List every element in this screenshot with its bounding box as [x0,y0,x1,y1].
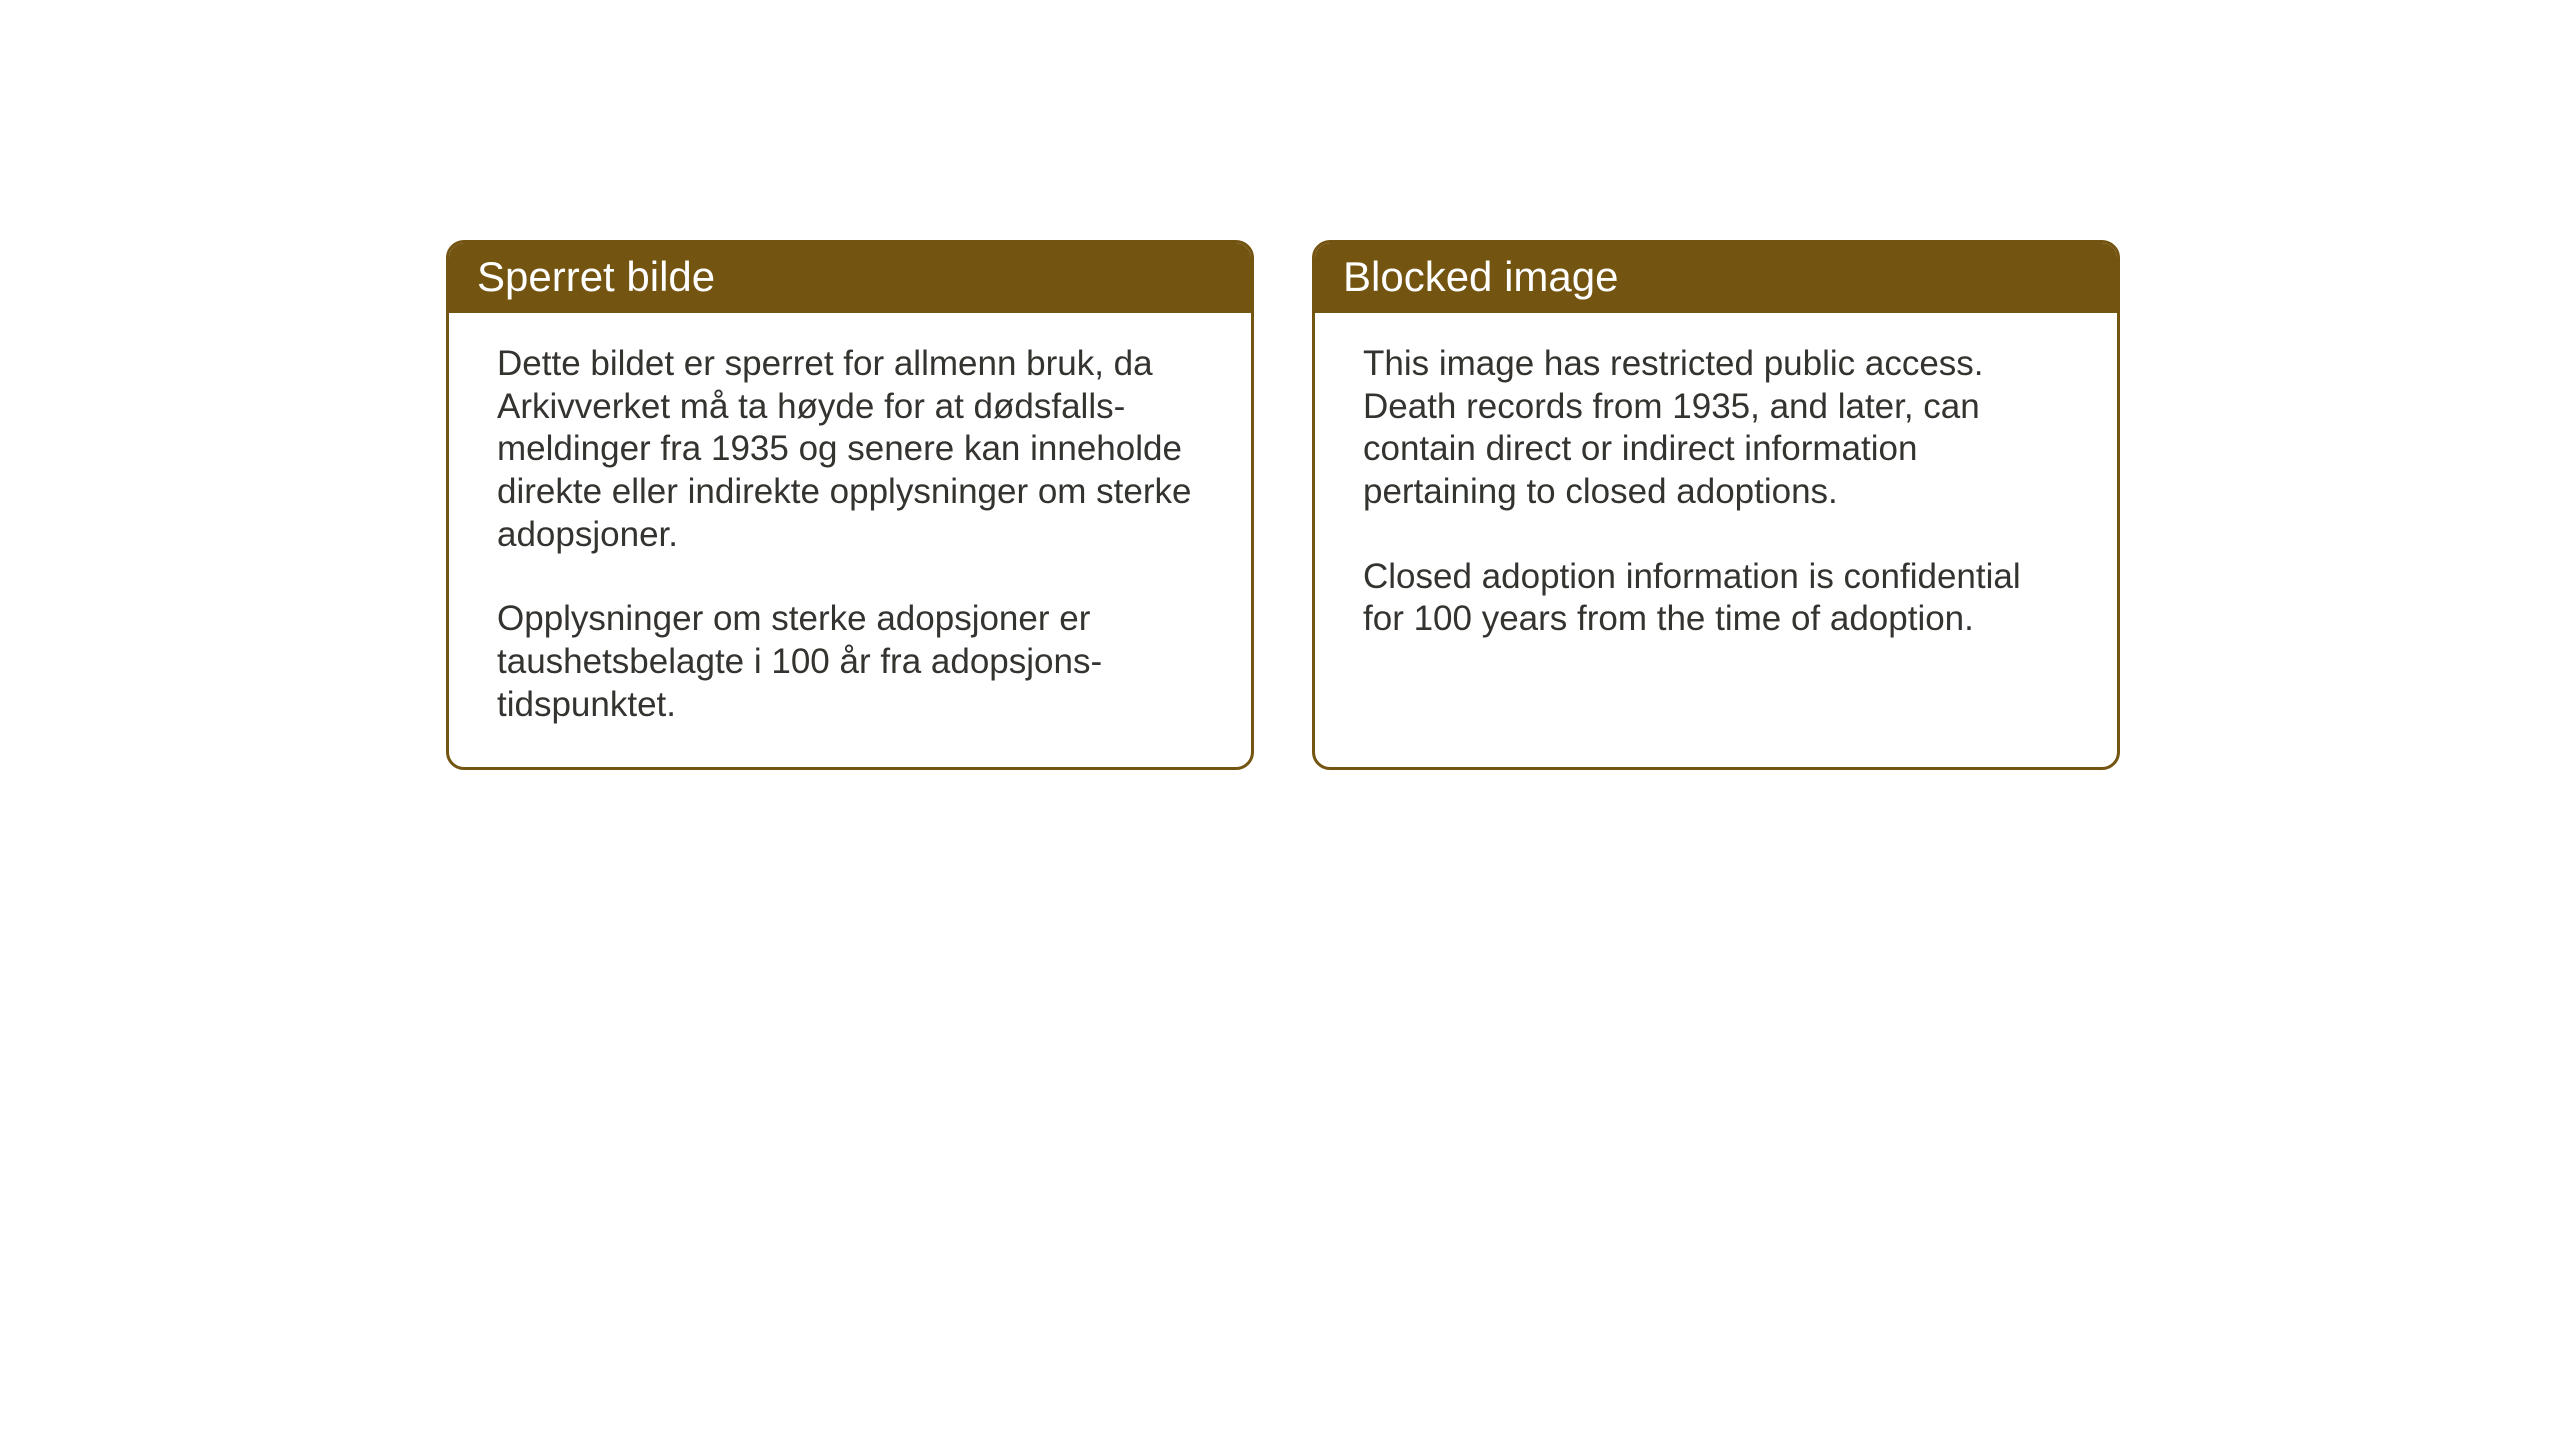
norwegian-card: Sperret bilde Dette bildet er sperret fo… [446,240,1254,770]
norwegian-card-body: Dette bildet er sperret for allmenn bruk… [449,313,1251,767]
english-paragraph-1: This image has restricted public access.… [1363,343,2069,514]
notice-container: Sperret bilde Dette bildet er sperret fo… [0,0,2560,770]
english-card-body: This image has restricted public access.… [1315,313,2117,681]
english-card-title: Blocked image [1315,243,2117,313]
norwegian-paragraph-1: Dette bildet er sperret for allmenn bruk… [497,343,1203,556]
english-card: Blocked image This image has restricted … [1312,240,2120,770]
english-paragraph-2: Closed adoption information is confident… [1363,556,2069,641]
norwegian-paragraph-2: Opplysninger om sterke adopsjoner er tau… [497,598,1203,726]
norwegian-card-title: Sperret bilde [449,243,1251,313]
